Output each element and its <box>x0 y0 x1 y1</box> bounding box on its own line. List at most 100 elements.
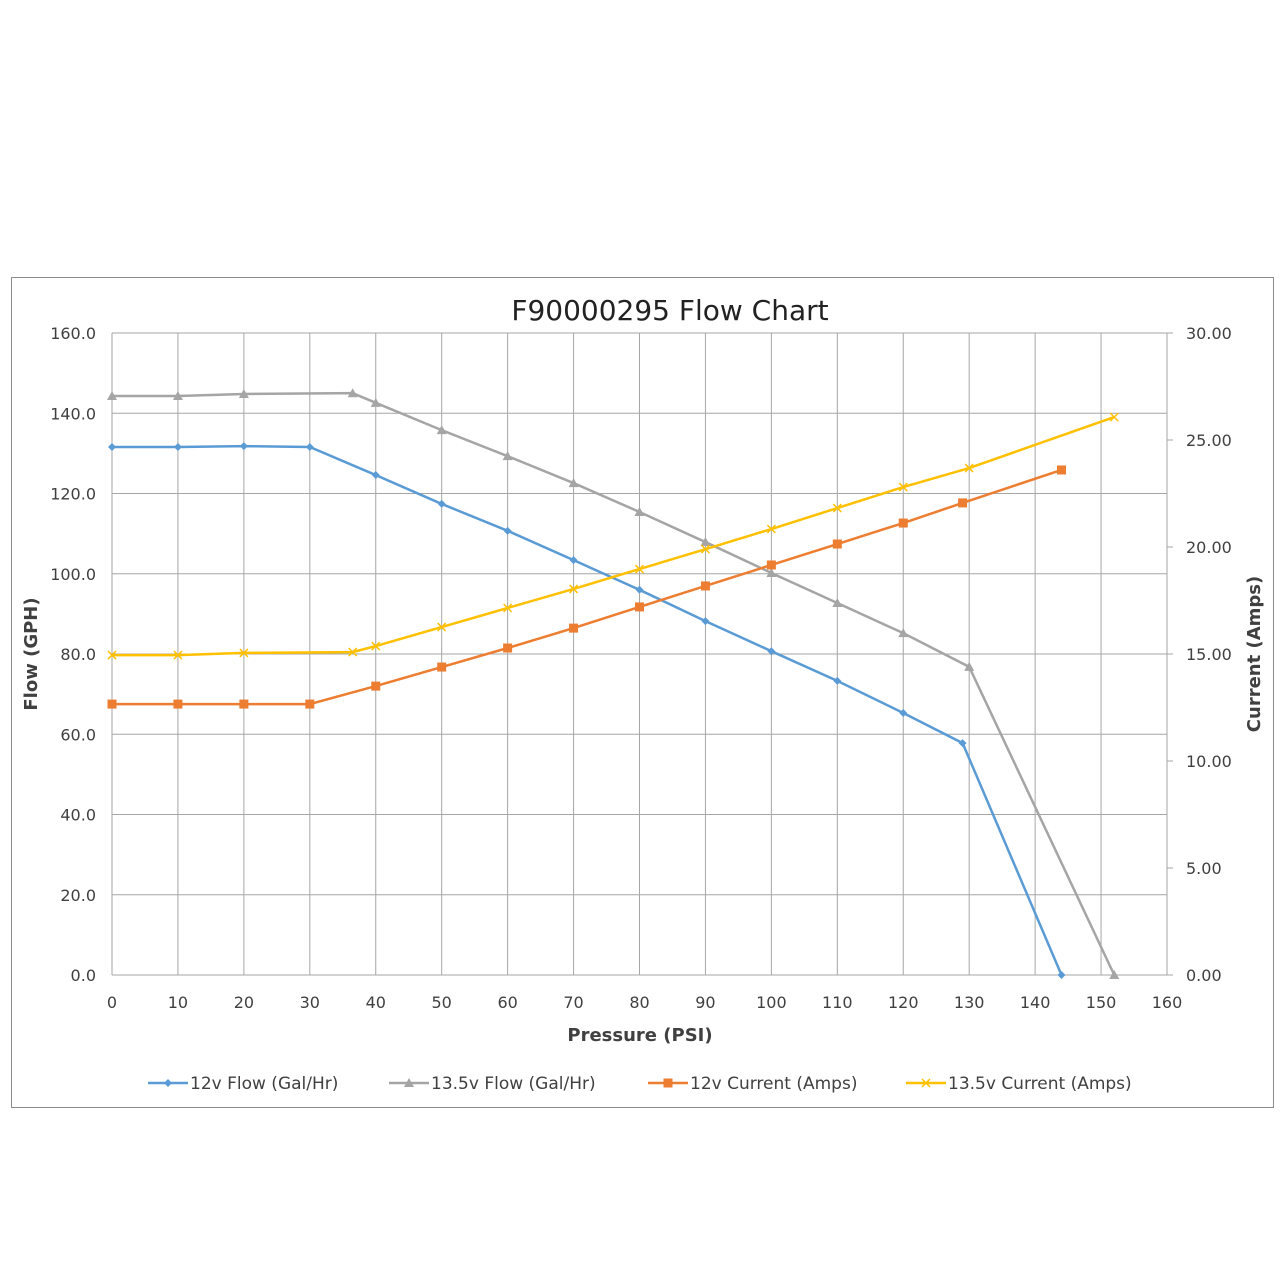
data-point <box>239 442 248 451</box>
legend-label: 12v Flow (Gal/Hr) <box>190 1074 338 1094</box>
data-point <box>569 584 579 594</box>
y-tick-label: 120.0 <box>50 485 96 504</box>
x-tick-label: 10 <box>168 993 188 1012</box>
y2-tick-label: 15.00 <box>1186 645 1232 664</box>
data-point <box>107 699 117 709</box>
x-axis-label: Pressure (PSI) <box>567 1025 712 1046</box>
data-point <box>898 482 908 492</box>
data-point <box>569 556 578 565</box>
x-tick-label: 80 <box>629 993 649 1012</box>
series-1 <box>107 388 1120 979</box>
grid <box>111 332 1173 976</box>
data-point <box>107 650 117 660</box>
chart-border <box>11 277 1274 1108</box>
y-tick-label: 40.0 <box>60 806 96 825</box>
data-point <box>1109 412 1119 422</box>
legend-item: 12v Current (Amps) <box>648 1074 857 1094</box>
data-point <box>635 602 644 612</box>
data-point <box>108 442 116 451</box>
data-point <box>700 581 710 591</box>
data-point <box>503 526 512 535</box>
y-axis-label: Flow (GPH) <box>21 597 42 710</box>
data-point <box>766 524 776 534</box>
data-point <box>436 425 447 435</box>
chart-title: F90000295 Flow Chart <box>511 294 828 327</box>
y2-tick-label: 0.00 <box>1186 966 1222 985</box>
data-point <box>766 560 776 570</box>
legend-item: 13.5v Flow (Gal/Hr) <box>389 1074 596 1094</box>
legend-label: 12v Current (Amps) <box>690 1074 857 1094</box>
data-point <box>634 564 645 574</box>
data-point <box>1057 465 1066 475</box>
x-tick-label: 110 <box>822 993 853 1012</box>
data-point <box>437 499 446 508</box>
x-tick-label: 0 <box>107 993 117 1012</box>
y2-tick-label: 25.00 <box>1186 431 1232 450</box>
y2-tick-label: 10.00 <box>1186 752 1232 771</box>
y-tick-label: 20.0 <box>60 886 96 905</box>
data-point <box>305 442 314 451</box>
data-point <box>701 617 710 626</box>
data-point <box>634 506 645 516</box>
data-point <box>899 708 908 717</box>
legend: 12v Flow (Gal/Hr) 13.5v Flow (Gal/Hr) 12v … <box>148 1074 1132 1094</box>
data-point <box>700 544 710 554</box>
data-point <box>173 442 182 451</box>
data-point <box>371 471 380 480</box>
y2-axis-label: Current (Amps) <box>1244 576 1265 732</box>
data-point <box>503 643 513 653</box>
series-2 <box>107 465 1066 709</box>
data-point <box>833 676 842 685</box>
x-tick-label: 120 <box>888 993 919 1012</box>
x-tick-label: 140 <box>1020 993 1051 1012</box>
x-tick-label: 60 <box>497 993 517 1012</box>
x-tick-label: 50 <box>432 993 452 1012</box>
data-point <box>964 463 974 473</box>
data-point <box>635 585 644 594</box>
y-tick-label: 60.0 <box>60 725 96 744</box>
y-tick-label: 0.0 <box>71 966 96 985</box>
legend-label: 13.5v Current (Amps) <box>948 1074 1132 1094</box>
data-point <box>305 699 315 709</box>
legend-marker <box>404 1078 414 1087</box>
data-point <box>107 390 117 400</box>
x-tick-label: 130 <box>954 993 985 1012</box>
x-tick-label: 20 <box>234 993 254 1012</box>
data-point <box>503 603 513 613</box>
data-point <box>173 650 183 660</box>
data-point <box>700 537 711 547</box>
legend-marker <box>663 1078 673 1088</box>
legend-item: 13.5v Current (Amps) <box>906 1074 1132 1094</box>
data-point <box>173 699 183 709</box>
data-point <box>832 598 843 608</box>
data-point <box>348 647 358 657</box>
x-tick-label: 160 <box>1152 993 1183 1012</box>
data-point <box>1109 970 1120 979</box>
data-point <box>767 647 776 656</box>
data-point <box>437 662 447 672</box>
data-point <box>371 681 381 691</box>
legend-marker <box>921 1078 931 1088</box>
data-point <box>239 648 249 658</box>
data-point <box>238 388 249 398</box>
y-tick-label: 160.0 <box>50 324 96 343</box>
y2-tick-label: 5.00 <box>1186 859 1222 878</box>
x-tick-label: 90 <box>695 993 715 1012</box>
data-point <box>958 498 968 508</box>
series-layer <box>107 388 1120 979</box>
series-0 <box>108 442 1066 979</box>
series-3 <box>107 412 1119 660</box>
y-tick-label: 140.0 <box>50 404 96 423</box>
data-point <box>347 388 358 398</box>
data-point <box>437 622 447 632</box>
data-point <box>964 661 975 671</box>
x-tick-label: 40 <box>366 993 386 1012</box>
data-point <box>898 628 909 638</box>
data-point <box>239 699 249 709</box>
x-tick-label: 70 <box>563 993 583 1012</box>
legend-marker <box>164 1079 172 1087</box>
y2-tick-label: 20.00 <box>1186 538 1232 557</box>
legend-label: 13.5v Flow (Gal/Hr) <box>431 1074 596 1094</box>
x-tick-label: 30 <box>300 993 320 1012</box>
y-tick-label: 100.0 <box>50 565 96 584</box>
